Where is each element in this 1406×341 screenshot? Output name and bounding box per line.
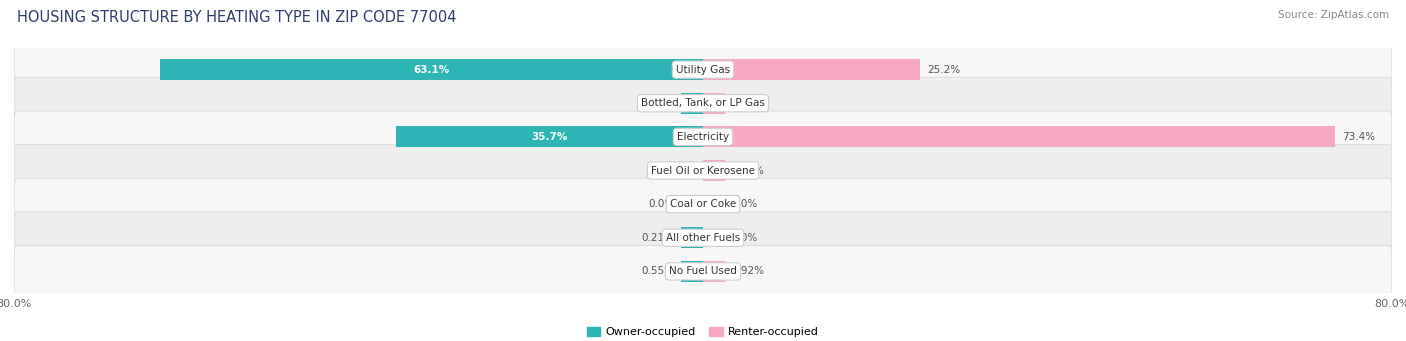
Text: Utility Gas: Utility Gas — [676, 64, 730, 75]
Text: 73.4%: 73.4% — [1341, 132, 1375, 142]
Bar — [703, 261, 724, 282]
Text: 0.21%: 0.21% — [641, 233, 675, 243]
Text: 0.08%: 0.08% — [731, 165, 765, 176]
Text: 0.0%: 0.0% — [731, 199, 758, 209]
Text: 0.43%: 0.43% — [641, 98, 675, 108]
Legend: Owner-occupied, Renter-occupied: Owner-occupied, Renter-occupied — [582, 322, 824, 341]
Text: 0.92%: 0.92% — [731, 266, 765, 277]
Text: 0.0%: 0.0% — [648, 199, 675, 209]
FancyBboxPatch shape — [14, 212, 1392, 264]
FancyBboxPatch shape — [14, 77, 1392, 129]
Bar — [703, 160, 724, 181]
FancyBboxPatch shape — [14, 44, 1392, 95]
Text: 25.2%: 25.2% — [927, 64, 960, 75]
Text: Source: ZipAtlas.com: Source: ZipAtlas.com — [1278, 10, 1389, 20]
Text: 35.7%: 35.7% — [531, 132, 568, 142]
Bar — [395, 127, 703, 147]
Bar — [682, 261, 703, 282]
FancyBboxPatch shape — [14, 246, 1392, 297]
Text: Coal or Coke: Coal or Coke — [669, 199, 737, 209]
Bar — [703, 127, 1336, 147]
Bar — [703, 93, 724, 114]
Text: Bottled, Tank, or LP Gas: Bottled, Tank, or LP Gas — [641, 98, 765, 108]
Bar — [682, 227, 703, 248]
Text: Fuel Oil or Kerosene: Fuel Oil or Kerosene — [651, 165, 755, 176]
Bar — [703, 59, 920, 80]
Text: 0.55%: 0.55% — [641, 266, 675, 277]
FancyBboxPatch shape — [14, 145, 1392, 196]
FancyBboxPatch shape — [14, 178, 1392, 230]
Bar — [160, 59, 703, 80]
Text: 0.0%: 0.0% — [731, 233, 758, 243]
Text: All other Fuels: All other Fuels — [666, 233, 740, 243]
Text: 63.1%: 63.1% — [413, 64, 450, 75]
FancyBboxPatch shape — [14, 111, 1392, 163]
Text: No Fuel Used: No Fuel Used — [669, 266, 737, 277]
Text: Electricity: Electricity — [676, 132, 730, 142]
Text: 0.4%: 0.4% — [731, 98, 758, 108]
Text: HOUSING STRUCTURE BY HEATING TYPE IN ZIP CODE 77004: HOUSING STRUCTURE BY HEATING TYPE IN ZIP… — [17, 10, 457, 25]
Bar — [682, 93, 703, 114]
Text: 0.0%: 0.0% — [648, 165, 675, 176]
